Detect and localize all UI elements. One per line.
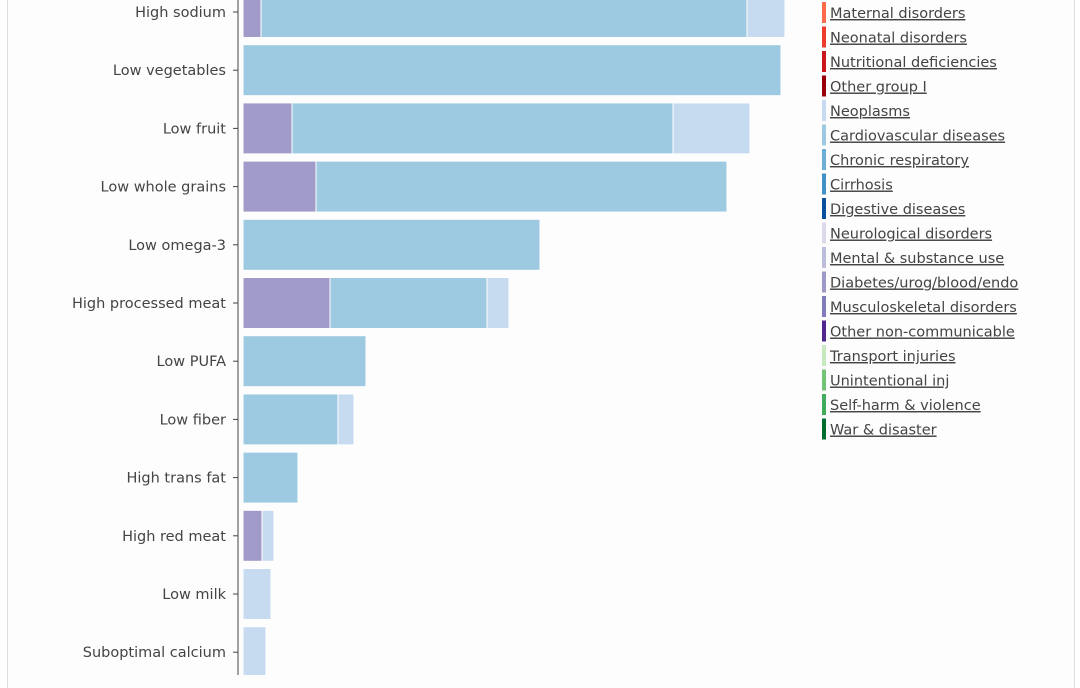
- legend-swatch: [822, 296, 826, 317]
- legend-label[interactable]: Other non-communicable: [830, 325, 1015, 341]
- bar-segment: [242, 568, 272, 620]
- legend-label[interactable]: Unintentional inj: [830, 374, 949, 390]
- y-tick-label: Low omega-3: [128, 238, 226, 254]
- bar-segment: [242, 0, 262, 38]
- y-tick-label: Low fruit: [163, 121, 226, 137]
- legend-label[interactable]: Musculoskeletal disorders: [830, 300, 1017, 316]
- bar-segment: [242, 509, 263, 562]
- bar-segment: [329, 277, 488, 329]
- legend-swatch: [822, 100, 826, 121]
- legend-swatch: [822, 345, 826, 366]
- legend-swatch: [822, 173, 826, 195]
- legend-swatch: [822, 2, 826, 23]
- legend-label[interactable]: Maternal disorders: [830, 6, 965, 22]
- legend-swatch: [822, 124, 826, 146]
- bar-segment: [672, 102, 751, 155]
- y-tick-label: High processed meat: [72, 296, 226, 312]
- legend-swatch: [822, 149, 826, 170]
- legend-label[interactable]: Cardiovascular diseases: [830, 129, 1005, 145]
- legend-swatch: [822, 51, 826, 72]
- y-tick-label: Low vegetables: [113, 63, 226, 79]
- legend-label[interactable]: Chronic respiratory: [830, 153, 969, 169]
- legend-label[interactable]: Neurological disorders: [830, 227, 992, 243]
- y-tick-label: Low fiber: [160, 412, 226, 428]
- bar-segment: [242, 218, 541, 271]
- legend-swatch: [822, 75, 826, 97]
- legend-swatch: [822, 247, 826, 268]
- y-tick-label: Low whole grains: [101, 180, 226, 196]
- y-tick-label: High trans fat: [127, 471, 227, 487]
- legend-label[interactable]: Self-harm & violence: [830, 398, 981, 414]
- legend-label[interactable]: Diabetes/urog/blood/endo: [830, 276, 1018, 292]
- legend-swatch: [822, 320, 826, 342]
- bar-segment: [242, 393, 339, 446]
- legend-label[interactable]: Nutritional deficiencies: [830, 55, 997, 71]
- y-tick-label: High red meat: [122, 529, 226, 545]
- legend-label[interactable]: Transport injuries: [829, 349, 956, 365]
- bar-segment: [746, 0, 786, 38]
- legend-swatch: [822, 26, 826, 48]
- bar-segment: [242, 102, 293, 155]
- bar-segment: [260, 0, 748, 38]
- legend-label[interactable]: Cirrhosis: [830, 178, 893, 194]
- legend-swatch: [822, 198, 826, 219]
- legend-swatch: [822, 418, 826, 440]
- bar-segment: [261, 509, 275, 562]
- legend-label[interactable]: Other group I: [830, 80, 927, 96]
- bar-segment: [291, 102, 674, 155]
- bar-segment: [242, 335, 367, 388]
- legend-swatch: [822, 222, 826, 244]
- y-tick-label: Low milk: [162, 587, 226, 603]
- legend-label[interactable]: Neonatal disorders: [830, 31, 967, 47]
- bar-segment: [242, 277, 331, 329]
- bar-segment: [337, 393, 355, 446]
- legend-label[interactable]: Mental & substance use: [830, 251, 1004, 267]
- bar-segment: [242, 626, 267, 675]
- bar-segment: [242, 160, 317, 213]
- bar-segment: [486, 277, 510, 329]
- y-tick-label: Suboptimal calcium: [83, 645, 226, 661]
- bar-segment: [242, 44, 782, 97]
- legend-swatch: [822, 394, 826, 415]
- bar-segment: [242, 451, 299, 504]
- bar-segment: [315, 160, 728, 213]
- legend-label[interactable]: Digestive diseases: [830, 202, 965, 218]
- legend-label[interactable]: War & disaster: [830, 423, 937, 439]
- legend-label[interactable]: Neoplasms: [830, 104, 910, 120]
- y-tick-label: High sodium: [135, 5, 226, 21]
- y-tick-label: Low PUFA: [157, 354, 227, 370]
- legend-swatch: [822, 369, 826, 391]
- legend-swatch: [822, 271, 826, 293]
